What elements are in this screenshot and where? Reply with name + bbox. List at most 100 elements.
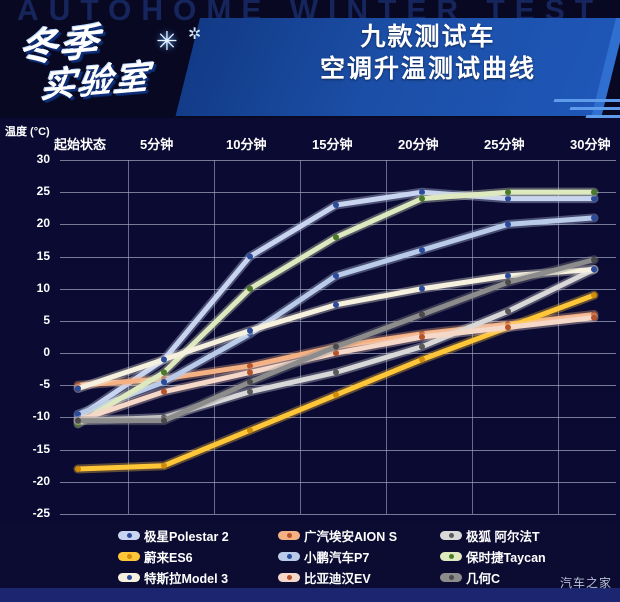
chart-title-group: 九款测试车 空调升温测试曲线: [258, 22, 598, 86]
x-axis-tick: 10分钟: [226, 137, 267, 152]
data-point: [505, 279, 511, 286]
y-axis-tick: -25: [32, 506, 50, 520]
page-header: AUTOHOME WINTER TEST 九款测试车 空调升温测试曲线 冬季 实…: [0, 0, 620, 118]
data-point: [591, 314, 597, 321]
gridline-horizontal: [60, 224, 616, 226]
data-point: [247, 285, 253, 292]
legend-label: 广汽埃安AION S: [304, 530, 398, 544]
legend-label: 极狐 阿尔法T: [466, 530, 540, 544]
data-point: [247, 427, 253, 434]
legend-row: 极星Polestar 2 广汽埃安AION S 极狐 阿尔法T: [0, 525, 620, 546]
plot-region: [60, 160, 616, 515]
gridline-vertical: [128, 160, 130, 514]
gridline-horizontal: [60, 514, 616, 515]
data-point: [161, 388, 167, 395]
series-几何C: [73, 255, 599, 426]
gridline-horizontal: [60, 288, 616, 290]
legend-item-特斯拉Model 3[interactable]: 特斯拉Model 3: [118, 567, 228, 588]
legend-row: 特斯拉Model 3 比亚迪汉EV 几何C: [0, 567, 620, 588]
gridline-vertical: [558, 160, 560, 514]
y-axis-tick: 0: [43, 345, 50, 360]
series-小鹏汽车P7: [73, 213, 599, 419]
data-point: [247, 327, 253, 334]
legend-label: 极星Polestar 2: [144, 530, 229, 544]
data-point: [75, 411, 81, 418]
legend-item-比亚迪汉EV[interactable]: 比亚迪汉EV: [278, 567, 371, 588]
gridline-vertical: [472, 160, 474, 514]
gridline-vertical: [300, 160, 302, 514]
data-point: [505, 308, 511, 315]
data-point: [591, 256, 597, 263]
x-axis-tick: 25分钟: [484, 137, 525, 152]
legend-swatch-icon: [118, 573, 140, 582]
y-axis-tick: 25: [36, 184, 50, 199]
data-point: [505, 272, 511, 279]
data-point: [505, 324, 511, 331]
banner-stripe-1: [553, 99, 620, 102]
y-axis-tick: -5: [39, 377, 50, 392]
data-point: [247, 388, 253, 395]
y-axis-tick: -10: [32, 409, 50, 424]
legend-item-小鹏汽车P7[interactable]: 小鹏汽车P7: [278, 546, 369, 567]
legend-item-保时捷Taycan[interactable]: 保时捷Taycan: [440, 546, 546, 567]
legend-swatch-icon: [278, 552, 300, 561]
footer-bar: [0, 588, 620, 602]
gridline-horizontal: [60, 320, 616, 322]
legend-item-蔚来ES6[interactable]: 蔚来ES6: [118, 546, 193, 567]
data-point: [247, 253, 253, 260]
data-point: [247, 379, 253, 386]
x-axis-tick: 起始状态: [54, 137, 107, 152]
y-axis-tick: 10: [36, 280, 50, 295]
series-比亚迪汉EV: [73, 313, 599, 426]
data-point: [161, 417, 167, 424]
y-axis-label-text: 温度 (°C): [5, 126, 50, 138]
gridline-horizontal: [60, 192, 616, 194]
data-point: [419, 334, 425, 340]
y-axis-tick: -15: [32, 441, 50, 456]
data-point: [161, 462, 167, 469]
legend-label: 蔚来ES6: [144, 551, 193, 565]
y-axis-tick: -20: [32, 473, 50, 488]
legend-swatch-icon: [440, 531, 462, 540]
legend-item-极星Polestar 2[interactable]: 极星Polestar 2: [118, 525, 229, 546]
y-axis-label: 温度 (°C): [5, 123, 50, 139]
data-point: [161, 369, 167, 376]
x-axis-tick: 30分钟: [570, 137, 611, 152]
legend-item-几何C[interactable]: 几何C: [440, 567, 500, 588]
legend-swatch-icon: [118, 531, 140, 540]
gridline-vertical: [214, 160, 216, 514]
data-point: [247, 369, 253, 376]
y-axis-tick: 20: [36, 216, 50, 231]
data-point: [333, 350, 339, 357]
chart-legend: 极星Polestar 2 广汽埃安AION S 极狐 阿尔法T 蔚来ES6 小鹏汽车P7…: [0, 522, 620, 588]
data-point: [333, 202, 339, 209]
x-axis-tick: 5分钟: [140, 137, 174, 152]
legend-label: 特斯拉Model 3: [144, 572, 229, 586]
data-point: [419, 356, 425, 363]
data-point: [505, 189, 511, 196]
data-point: [419, 285, 425, 292]
gridline-horizontal: [60, 385, 616, 387]
legend-swatch-icon: [118, 552, 140, 561]
y-axis-tick: 30: [36, 152, 50, 166]
x-axis-tick: 15分钟: [312, 137, 353, 152]
data-point: [333, 391, 339, 398]
data-point: [333, 301, 339, 308]
data-point: [419, 343, 425, 350]
data-point: [419, 247, 425, 254]
line-series-svg: [73, 187, 599, 474]
gridline-horizontal: [60, 449, 616, 451]
legend-label: 几何C: [466, 572, 501, 586]
chart-title-line2: 空调升温测试曲线: [319, 55, 536, 83]
data-point: [333, 369, 339, 376]
data-point: [161, 379, 167, 386]
data-point: [247, 362, 253, 369]
data-point: [75, 465, 81, 472]
data-point: [591, 214, 597, 221]
legend-item-广汽埃安AION S[interactable]: 广汽埃安AION S: [278, 525, 397, 546]
x-axis-tick: 20分钟: [398, 137, 439, 152]
legend-item-极狐 阿尔法T[interactable]: 极狐 阿尔法T: [440, 525, 540, 546]
gridline-horizontal: [60, 160, 616, 161]
y-axis-tick: 5: [43, 312, 50, 327]
chart-area: 温度 (°C) 起始状态 5分钟 10分钟 15分钟 20分钟 25分钟 30分钟 30 25…: [0, 118, 620, 522]
